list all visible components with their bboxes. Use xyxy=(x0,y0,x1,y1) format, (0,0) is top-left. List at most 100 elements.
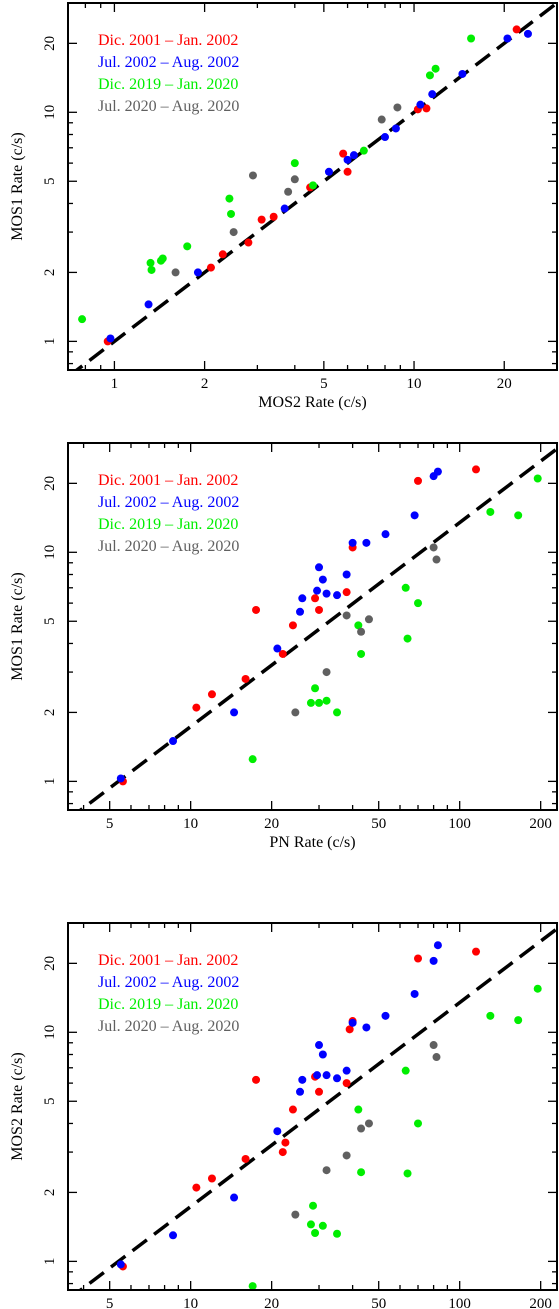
y-tick-label: 20 xyxy=(42,36,58,51)
legend-entry-1: Dic. 2001 – Jan. 2002 xyxy=(98,472,238,489)
data-point-series-2 xyxy=(416,100,425,109)
y-tick-label: 10 xyxy=(42,545,58,560)
y-tick-label: 2 xyxy=(42,1189,58,1197)
data-point-series-4 xyxy=(171,268,180,277)
data-point-series-3 xyxy=(401,1066,410,1075)
data-point-series-2 xyxy=(381,1011,390,1020)
plot-frame xyxy=(67,442,558,811)
data-point-series-2 xyxy=(324,167,333,176)
data-point-series-3 xyxy=(533,474,542,483)
data-point-series-3 xyxy=(486,1011,495,1020)
data-point-series-2 xyxy=(410,511,419,520)
data-point-series-1 xyxy=(472,947,481,956)
data-point-series-2 xyxy=(296,1087,305,1096)
data-point-series-1 xyxy=(315,605,324,614)
data-point-series-1 xyxy=(241,674,250,683)
data-point-series-2 xyxy=(343,155,352,164)
plot-area xyxy=(74,3,557,370)
data-point-series-1 xyxy=(257,215,266,224)
legend-entry-3: Dic. 2019 – Jan. 2020 xyxy=(98,76,238,93)
y-tick-label: 1 xyxy=(42,1258,58,1266)
data-point-series-1 xyxy=(241,1154,250,1163)
data-point-series-1 xyxy=(342,1079,351,1088)
data-point-series-3 xyxy=(514,511,523,520)
x-tick-label: 50 xyxy=(371,1296,386,1309)
data-point-series-4 xyxy=(429,1041,438,1050)
data-point-series-4 xyxy=(364,1119,373,1128)
data-point-series-3 xyxy=(315,698,324,707)
chart-panel-1: 1 2 5 10 20 1 2 5 10 20 MOS2 Rate (c/s) MOS1 Rate (… xyxy=(9,2,558,411)
data-point-series-4 xyxy=(393,103,402,112)
data-point-series-1 xyxy=(269,212,278,221)
data-point-series-4 xyxy=(291,1210,300,1219)
data-point-series-4 xyxy=(357,627,366,636)
data-point-series-3 xyxy=(401,583,410,592)
data-point-series-3 xyxy=(414,599,423,608)
data-point-series-2 xyxy=(280,204,289,213)
data-point-series-2 xyxy=(318,575,327,584)
data-point-series-2 xyxy=(315,563,324,572)
data-point-series-2 xyxy=(230,1193,239,1202)
legend-entry-3: Dic. 2019 – Jan. 2020 xyxy=(98,996,238,1013)
data-point-series-3 xyxy=(333,1229,342,1238)
data-point-series-1 xyxy=(192,1183,201,1192)
data-point-series-3 xyxy=(78,315,87,324)
x-tick-label: 5 xyxy=(320,376,328,392)
data-point-series-3 xyxy=(467,34,476,43)
data-point-series-3 xyxy=(431,64,440,73)
data-point-series-2 xyxy=(313,1071,322,1080)
data-point-series-4 xyxy=(342,611,351,620)
data-point-series-1 xyxy=(345,1025,354,1034)
data-point-series-2 xyxy=(318,1050,327,1059)
y-tick-label: 1 xyxy=(42,338,58,346)
data-point-series-3 xyxy=(403,634,412,643)
x-tick-label: 10 xyxy=(407,376,422,392)
data-point-series-1 xyxy=(311,594,320,603)
data-point-series-4 xyxy=(290,175,299,184)
data-point-series-2 xyxy=(169,737,178,746)
x-tick-label: 5 xyxy=(106,816,114,832)
legend-entry-4: Jul. 2020 – Aug. 2020 xyxy=(98,1018,239,1035)
data-point-series-1 xyxy=(288,621,297,630)
data-point-series-3 xyxy=(533,984,542,993)
data-point-series-3 xyxy=(147,265,156,274)
data-point-series-2 xyxy=(429,956,438,965)
data-point-series-1 xyxy=(206,263,215,272)
y-tick-label: 2 xyxy=(42,269,58,277)
x-tick-label: 100 xyxy=(448,816,471,832)
data-point-series-1 xyxy=(244,238,253,247)
data-point-series-2 xyxy=(322,1071,331,1080)
data-point-series-3 xyxy=(146,258,155,267)
data-point-series-1 xyxy=(414,476,423,485)
data-point-series-1 xyxy=(315,1087,324,1096)
data-point-series-2 xyxy=(362,538,371,547)
data-point-series-2 xyxy=(458,69,467,78)
data-point-series-3 xyxy=(227,209,236,218)
data-point-series-2 xyxy=(433,467,442,476)
data-point-series-4 xyxy=(357,1124,366,1133)
data-point-series-4 xyxy=(429,543,438,552)
legend-entry-2: Jul. 2002 – Aug. 2002 xyxy=(98,54,239,71)
data-point-series-2 xyxy=(349,151,358,160)
x-tick-label: 1 xyxy=(111,376,119,392)
data-point-series-4 xyxy=(322,668,331,677)
y-tick-label: 1 xyxy=(42,778,58,786)
data-point-series-3 xyxy=(514,1016,523,1025)
data-point-series-1 xyxy=(339,149,348,158)
y-tick-label: 2 xyxy=(42,709,58,717)
plot-area xyxy=(77,447,557,810)
data-point-series-1 xyxy=(281,1138,290,1147)
data-point-series-2 xyxy=(144,300,153,309)
y-tick-label: 10 xyxy=(42,1025,58,1040)
x-tick-label: 5 xyxy=(106,1296,114,1309)
data-point-series-2 xyxy=(273,644,282,653)
x-tick-label: 200 xyxy=(529,1296,552,1309)
data-point-series-4 xyxy=(342,1151,351,1160)
data-point-series-3 xyxy=(322,696,331,705)
data-point-series-2 xyxy=(298,594,307,603)
y-tick-label: 5 xyxy=(42,1098,58,1106)
data-point-series-3 xyxy=(486,507,495,516)
plot-area xyxy=(77,927,557,1290)
data-point-series-2 xyxy=(333,591,342,600)
